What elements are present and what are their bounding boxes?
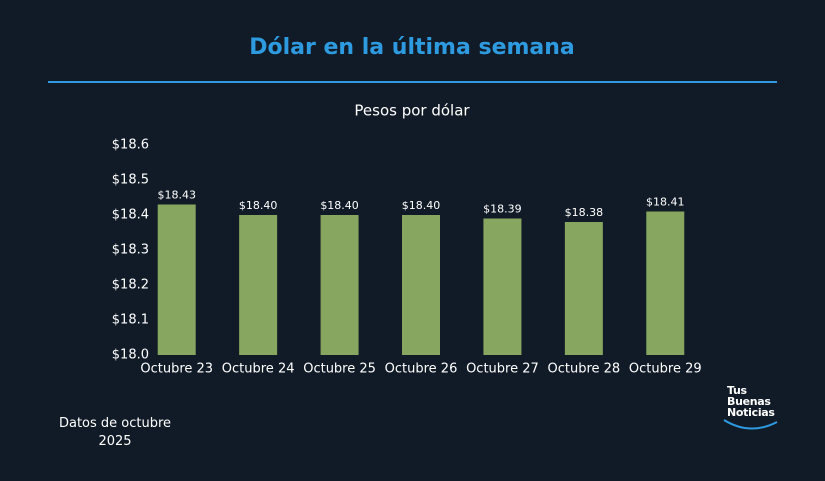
logo: Tus Buenas Noticias [727, 385, 775, 418]
x-tick-label: Octubre 25 [303, 362, 376, 377]
bar [402, 215, 440, 355]
value-label: $18.43 [157, 189, 196, 202]
value-label: $18.40 [239, 199, 278, 212]
chart-subtitle: Pesos por dólar [354, 102, 470, 120]
y-tick-label: $18.5 [112, 173, 149, 188]
value-label: $18.40 [402, 199, 441, 212]
logo-line: Noticias [727, 406, 775, 419]
logo-line: Tus [727, 384, 747, 397]
bar [239, 215, 278, 355]
y-tick-label: $18.6 [112, 138, 149, 153]
y-tick-label: $18.3 [112, 243, 149, 258]
y-tick-label: $18.2 [112, 278, 149, 293]
x-tick-label: Octubre 23 [140, 362, 213, 377]
bar [320, 215, 359, 355]
bar [646, 211, 685, 355]
x-tick-label: Octubre 24 [222, 362, 295, 377]
footer-note: Datos de octubre 2025 [58, 416, 172, 449]
x-tick-label: Octubre 26 [385, 362, 458, 377]
chart-title: Dólar en la última semana [249, 35, 575, 60]
y-tick-label: $18.0 [112, 348, 149, 363]
bar [157, 204, 196, 355]
value-label: $18.40 [320, 199, 359, 212]
x-tick-label: Octubre 27 [466, 362, 539, 377]
bar [483, 218, 522, 355]
bar [564, 222, 603, 355]
x-tick-label: Octubre 28 [548, 362, 621, 377]
logo-line: Buenas [727, 395, 771, 408]
y-tick-label: $18.4 [112, 208, 149, 223]
value-label: $18.38 [565, 206, 604, 219]
value-label: $18.41 [646, 196, 685, 209]
y-tick-label: $18.1 [112, 313, 149, 328]
logo-arc [723, 419, 778, 430]
x-tick-label: Octubre 29 [629, 362, 702, 377]
value-label: $18.39 [483, 203, 522, 216]
